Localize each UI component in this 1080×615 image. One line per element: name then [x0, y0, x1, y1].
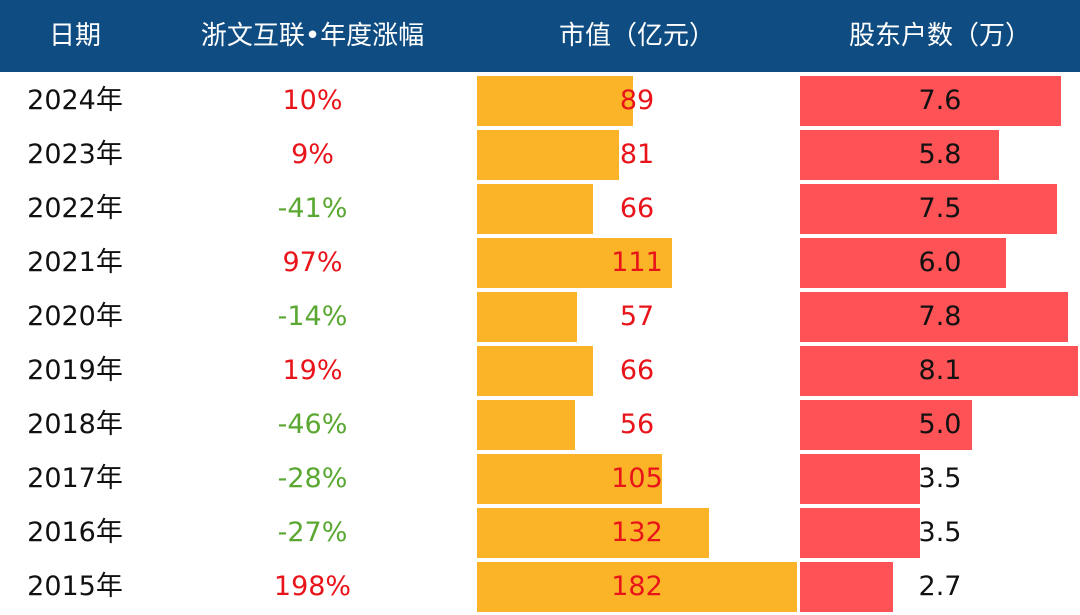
row-annual-change: -27% — [277, 517, 348, 548]
table-row: 2024年 10% 89 7.6 — [0, 74, 1080, 128]
market-cap-label: 56 — [619, 409, 655, 440]
table-header: 日期 浙文互联•年度涨幅 市值（亿元） 股东户数（万） — [0, 0, 1080, 72]
header-shareholders: 股东户数（万） — [848, 21, 1031, 51]
shareholders-bar — [800, 508, 920, 558]
table-row: 2019年 19% 66 8.1 — [0, 344, 1080, 398]
shareholders-bar — [800, 562, 893, 612]
header-market-cap: 市值（亿元） — [558, 21, 715, 51]
market-cap-bar — [477, 562, 797, 612]
market-cap-label: 105 — [611, 463, 663, 494]
shareholders-bar — [800, 184, 1057, 234]
row-annual-change: -46% — [277, 409, 348, 440]
row-annual-change: -41% — [277, 193, 348, 224]
market-cap-bar — [477, 508, 709, 558]
row-date: 2021年 — [27, 247, 123, 278]
shareholders-label: 2.7 — [918, 571, 962, 602]
market-cap-bar — [477, 130, 619, 180]
row-date: 2017年 — [27, 463, 123, 494]
row-annual-change: 9% — [291, 139, 334, 170]
shareholders-bar — [800, 454, 920, 504]
market-cap-bar — [477, 292, 577, 342]
shareholders-label: 5.8 — [918, 139, 962, 170]
row-date: 2023年 — [27, 139, 123, 170]
table-row: 2020年 -14% 57 7.8 — [0, 290, 1080, 344]
row-date: 2016年 — [27, 517, 123, 548]
market-cap-bar — [477, 184, 593, 234]
market-cap-label: 66 — [619, 355, 655, 386]
market-cap-bar — [477, 346, 593, 396]
shareholders-label: 7.6 — [918, 85, 962, 116]
table-row: 2021年 97% 111 6.0 — [0, 236, 1080, 290]
market-cap-label: 57 — [619, 301, 655, 332]
shareholders-label: 8.1 — [918, 355, 962, 386]
header-date: 日期 — [48, 21, 101, 51]
shareholders-bar — [800, 76, 1061, 126]
shareholders-bar — [800, 346, 1078, 396]
market-cap-label: 81 — [619, 139, 655, 170]
row-date: 2018年 — [27, 409, 123, 440]
market-cap-bar — [477, 400, 575, 450]
market-cap-label: 89 — [619, 85, 655, 116]
shareholders-label: 7.5 — [918, 193, 962, 224]
row-annual-change: 198% — [273, 571, 352, 602]
shareholders-bar — [800, 400, 972, 450]
market-cap-label: 111 — [611, 247, 663, 278]
market-cap-bar — [477, 238, 672, 288]
table-row: 2017年 -28% 105 3.5 — [0, 452, 1080, 506]
shareholders-label: 5.0 — [918, 409, 962, 440]
row-date: 2022年 — [27, 193, 123, 224]
market-cap-bar — [477, 76, 633, 126]
row-date: 2024年 — [27, 85, 123, 116]
shareholders-label: 7.8 — [918, 301, 962, 332]
shareholders-label: 3.5 — [918, 517, 962, 548]
header-annual-change: 浙文互联•年度涨幅 — [200, 21, 425, 51]
row-date: 2020年 — [27, 301, 123, 332]
market-cap-bar — [477, 454, 662, 504]
shareholders-label: 6.0 — [918, 247, 962, 278]
row-annual-change: -28% — [277, 463, 348, 494]
table-row: 2015年 198% 182 2.7 — [0, 560, 1080, 614]
shareholders-bar — [800, 238, 1006, 288]
table-row: 2022年 -41% 66 7.5 — [0, 182, 1080, 236]
row-annual-change: 97% — [282, 247, 343, 278]
shareholders-bar — [800, 130, 999, 180]
market-cap-label: 182 — [611, 571, 663, 602]
shareholders-label: 3.5 — [918, 463, 962, 494]
market-cap-label: 66 — [619, 193, 655, 224]
table-row: 2016年 -27% 132 3.5 — [0, 506, 1080, 560]
row-annual-change: 10% — [282, 85, 343, 116]
table-row: 2023年 9% 81 5.8 — [0, 128, 1080, 182]
shareholders-bar — [800, 292, 1068, 342]
market-cap-label: 132 — [611, 517, 663, 548]
row-annual-change: 19% — [282, 355, 343, 386]
table-row: 2018年 -46% 56 5.0 — [0, 398, 1080, 452]
row-date: 2015年 — [27, 571, 123, 602]
row-annual-change: -14% — [277, 301, 348, 332]
row-date: 2019年 — [27, 355, 123, 386]
